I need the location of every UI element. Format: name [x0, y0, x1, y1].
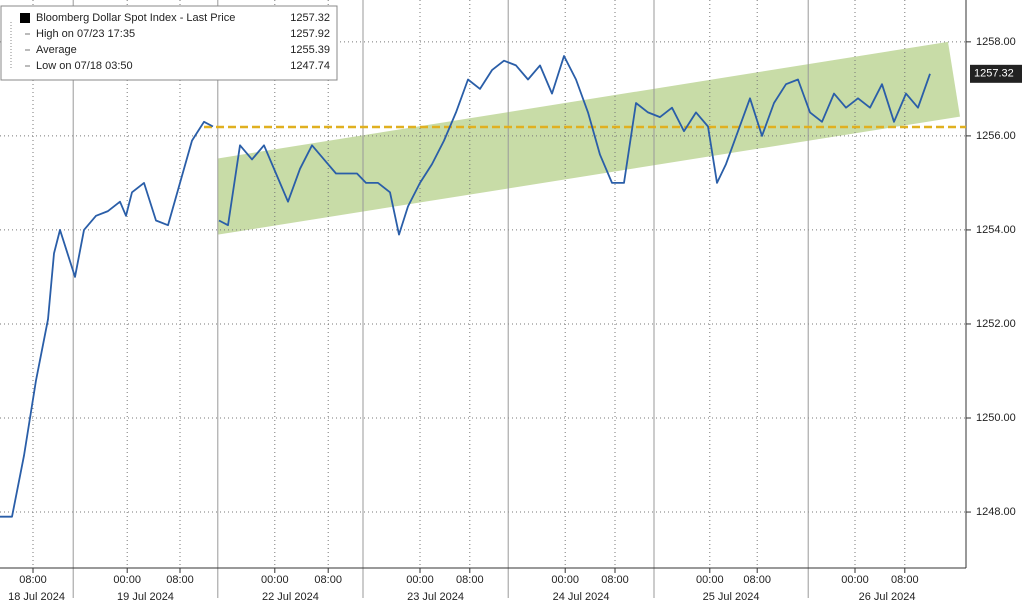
trend-channel [217, 41, 961, 235]
date-label: 18 Jul 2024 [8, 591, 65, 602]
legend-box [0, 5, 338, 81]
x-tick-label: 00:00 [406, 574, 434, 586]
date-label: 23 Jul 2024 [407, 591, 464, 602]
legend-label: High on 07/23 17:35 [36, 28, 135, 40]
legend-swatch [20, 13, 30, 23]
x-tick-label: 00:00 [841, 574, 869, 586]
x-tick-label: 08:00 [891, 574, 919, 586]
last-price-box [970, 64, 1022, 83]
date-label: 26 Jul 2024 [859, 591, 916, 602]
legend-label: Bloomberg Dollar Spot Index - Last Price [36, 12, 235, 24]
x-tick-label: 08:00 [166, 574, 194, 586]
price-line [0, 55, 931, 518]
legend-value: 1257.32 [290, 12, 330, 24]
x-tick-label: 08:00 [314, 574, 342, 586]
x-tick-label: 08:00 [456, 574, 484, 586]
y-tick-label: 1250.00 [976, 412, 1016, 424]
last-price-label: 1257.32 [974, 68, 1014, 80]
date-label: 19 Jul 2024 [117, 591, 174, 602]
date-label: 22 Jul 2024 [262, 591, 319, 602]
x-tick-label: 00:00 [261, 574, 289, 586]
y-tick-label: 1258.00 [976, 36, 1016, 48]
date-label: 25 Jul 2024 [703, 591, 760, 602]
y-tick-label: 1256.00 [976, 130, 1016, 142]
legend-value: 1257.92 [290, 28, 330, 40]
x-tick-label: 00:00 [551, 574, 579, 586]
y-tick-label: 1252.00 [976, 318, 1016, 330]
x-tick-label: 08:00 [19, 574, 47, 586]
legend-label: Average [36, 44, 77, 56]
legend-value: 1247.74 [290, 60, 330, 72]
date-label: 24 Jul 2024 [553, 591, 610, 602]
y-tick-label: 1254.00 [976, 224, 1016, 236]
legend-label: Low on 07/18 03:50 [36, 60, 133, 72]
x-tick-label: 00:00 [696, 574, 724, 586]
x-tick-label: 08:00 [601, 574, 629, 586]
x-tick-label: 00:00 [113, 574, 141, 586]
x-tick-label: 08:00 [743, 574, 771, 586]
legend-value: 1255.39 [290, 44, 330, 56]
y-tick-label: 1248.00 [976, 506, 1016, 518]
